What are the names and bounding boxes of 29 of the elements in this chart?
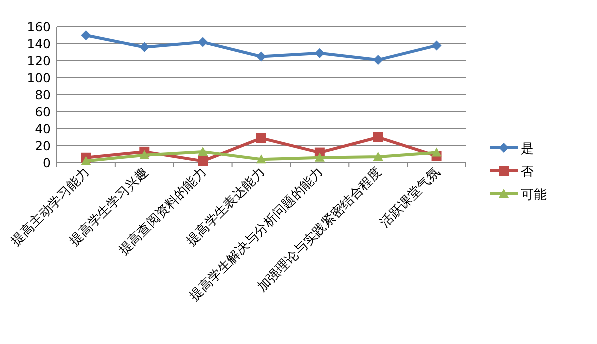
point <box>81 30 92 40</box>
point <box>432 148 442 157</box>
point <box>373 152 384 162</box>
y-tick-label: 100 <box>27 70 52 86</box>
point <box>256 133 266 144</box>
point <box>256 154 266 164</box>
y-tick-label: 0 <box>43 156 52 170</box>
point <box>198 146 208 156</box>
point <box>373 55 384 66</box>
legend-label: 否 <box>521 165 534 180</box>
legend-label: 可能 <box>521 188 547 203</box>
point <box>373 132 384 142</box>
point <box>314 48 325 58</box>
point <box>140 42 150 52</box>
point <box>198 156 208 166</box>
point <box>314 152 325 162</box>
y-tick-label: 160 <box>27 20 52 34</box>
point <box>198 37 208 48</box>
y-tick-label: 60 <box>35 104 52 120</box>
y-tick-label: 40 <box>35 122 52 136</box>
y-tick-label: 120 <box>27 54 52 68</box>
legend-label: 是 <box>521 142 534 157</box>
y-tick-label: 140 <box>27 36 52 52</box>
y-tick-label: 80 <box>35 88 52 102</box>
point <box>256 52 266 62</box>
y-tick-label: 20 <box>35 138 52 154</box>
point <box>140 150 150 160</box>
point <box>432 40 442 51</box>
point <box>81 156 92 166</box>
